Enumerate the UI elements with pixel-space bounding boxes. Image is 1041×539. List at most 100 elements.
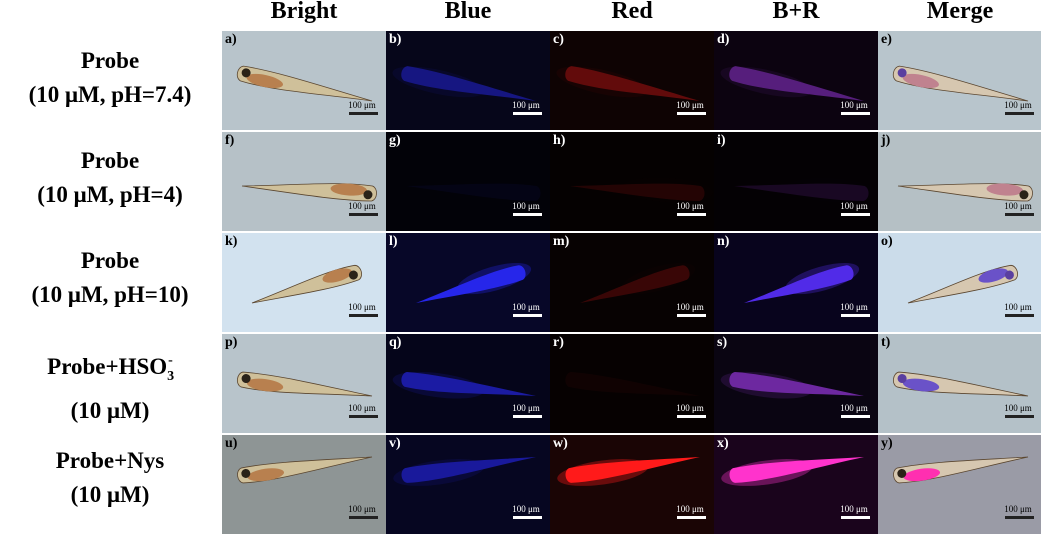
panel-red-row-5: w) 100 μm <box>550 435 714 534</box>
scale-bar-label: 100 μm <box>512 302 540 312</box>
panel-letter-label: l) <box>389 234 398 249</box>
scale-bar-label: 100 μm <box>676 504 704 514</box>
panel-letter-label: q) <box>389 335 402 350</box>
panel-letter-label: g) <box>389 133 401 148</box>
column-header-blue: Blue <box>444 0 492 24</box>
scale-bar <box>349 415 378 418</box>
scale-bar <box>1005 415 1034 418</box>
scale-bar-label: 100 μm <box>512 201 540 211</box>
row-label-3: Probe (10 μM, pH=10) <box>0 244 220 312</box>
panel-letter-label: u) <box>225 436 238 451</box>
panel-bright-row-4: p) 100 μm <box>222 334 386 433</box>
scale-bar <box>513 314 542 317</box>
panel-blue-row-5: v) 100 μm <box>386 435 550 534</box>
scale-bar-label: 100 μm <box>840 201 868 211</box>
zebrafish-larva-image <box>743 262 860 304</box>
panel-letter-label: s) <box>717 335 728 350</box>
row-label-1: Probe (10 μM, pH=7.4) <box>0 44 220 112</box>
zebrafish-larva-image <box>392 371 537 399</box>
zebrafish-larva-image <box>721 457 864 486</box>
scale-bar-label: 100 μm <box>1004 201 1032 211</box>
scale-bar <box>349 516 378 519</box>
row-label-line1: Probe <box>80 148 140 173</box>
zebrafish-larva-image <box>720 371 865 399</box>
scale-bar-label: 100 μm <box>348 403 376 413</box>
zebrafish-larva-image <box>897 183 1033 202</box>
panel-letter-label: c) <box>553 32 564 47</box>
row-label-line2: (10 μM) <box>70 398 150 423</box>
panel-letter-label: x) <box>717 436 729 451</box>
panel-b-plus-r-row-4: s) 100 μm <box>714 334 878 433</box>
zebrafish-larva-image <box>237 456 373 484</box>
panel-letter-label: d) <box>717 32 730 47</box>
zebrafish-larva-image <box>720 66 864 101</box>
scale-bar <box>841 314 870 317</box>
panel-blue-row-1: b) 100 μm <box>386 31 550 130</box>
panel-merge-row-3: o) 100 μm <box>878 233 1041 332</box>
panel-letter-label: k) <box>225 234 238 249</box>
panel-letter-label: v) <box>389 436 401 451</box>
panel-letter-label: t) <box>881 335 891 350</box>
panel-blue-row-2: g) 100 μm <box>386 132 550 231</box>
scale-bar-label: 100 μm <box>676 403 704 413</box>
scale-bar <box>677 516 706 519</box>
zebrafish-larva-image <box>565 372 701 397</box>
scale-bar <box>1005 213 1034 216</box>
panel-letter-label: h) <box>553 133 566 148</box>
panel-b-plus-r-row-3: n) 100 μm <box>714 233 878 332</box>
scale-bar <box>677 415 706 418</box>
panel-b-plus-r-row-2: i) 100 μm <box>714 132 878 231</box>
panel-letter-label: p) <box>225 335 238 350</box>
panel-bright-row-3: k) 100 μm <box>222 233 386 332</box>
zebrafish-larva-image <box>733 183 869 201</box>
scale-bar-label: 100 μm <box>676 100 704 110</box>
scale-bar-label: 100 μm <box>840 302 868 312</box>
panel-red-row-4: r) 100 μm <box>550 334 714 433</box>
scale-bar <box>349 112 378 115</box>
scale-bar-label: 100 μm <box>1004 100 1032 110</box>
panel-letter-label: e) <box>881 32 892 47</box>
row-label-line2: (10 μM, pH=4) <box>37 182 183 207</box>
column-header-merge: Merge <box>926 0 994 24</box>
scale-bar-label: 100 μm <box>840 403 868 413</box>
panel-merge-row-5: y) 100 μm <box>878 435 1041 534</box>
panel-letter-label: b) <box>389 32 402 47</box>
scale-bar <box>513 213 542 216</box>
row-label-line2: (10 μM) <box>70 482 150 507</box>
zebrafish-larva-image <box>579 265 690 304</box>
row-label-line2: (10 μM, pH=7.4) <box>28 82 192 107</box>
scale-bar-label: 100 μm <box>348 302 376 312</box>
panel-letter-label: y) <box>881 436 893 451</box>
scale-bar <box>513 415 542 418</box>
scale-bar <box>841 112 870 115</box>
zebrafish-larva-image <box>893 456 1029 484</box>
panel-blue-row-3: l) 100 μm <box>386 233 550 332</box>
panel-merge-row-4: t) 100 μm <box>878 334 1041 433</box>
panel-merge-row-2: j) 100 μm <box>878 132 1041 231</box>
scale-bar-label: 100 μm <box>512 403 540 413</box>
panel-letter-label: a) <box>225 32 237 47</box>
row-label-subscript: 3 <box>167 369 175 384</box>
panel-b-plus-r-row-1: d) 100 μm <box>714 31 878 130</box>
scale-bar-label: 100 μm <box>348 504 376 514</box>
panel-bright-row-1: a) 100 μm <box>222 31 386 130</box>
scale-bar-label: 100 μm <box>512 504 540 514</box>
scale-bar <box>349 314 378 317</box>
row-label-line1: Probe+HSO3- <box>0 344 220 394</box>
panel-bright-row-2: f) 100 μm <box>222 132 386 231</box>
zebrafish-larva-image <box>393 457 536 486</box>
panel-b-plus-r-row-5: x) 100 μm <box>714 435 878 534</box>
scale-bar-label: 100 μm <box>1004 302 1032 312</box>
zebrafish-larva-image <box>241 183 377 202</box>
panel-red-row-3: m) 100 μm <box>550 233 714 332</box>
scale-bar-label: 100 μm <box>840 100 868 110</box>
zebrafish-larva-image <box>556 66 700 101</box>
scale-bar <box>841 516 870 519</box>
panel-letter-label: i) <box>717 133 726 148</box>
scale-bar <box>677 112 706 115</box>
scale-bar <box>513 112 542 115</box>
panel-red-row-1: c) 100 μm <box>550 31 714 130</box>
panel-bright-row-5: u) 100 μm <box>222 435 386 534</box>
column-header-b-plus-r: B+R <box>772 0 820 24</box>
panel-blue-row-4: q) 100 μm <box>386 334 550 433</box>
